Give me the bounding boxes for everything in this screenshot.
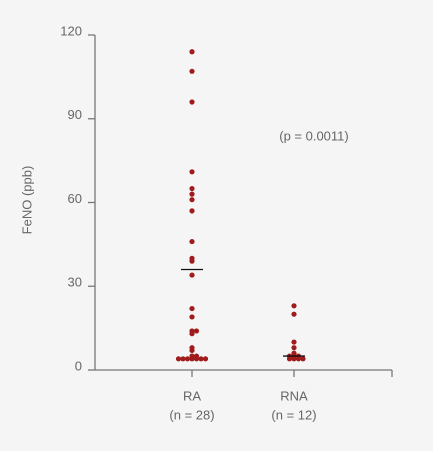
data-point [295,356,302,362]
data-point [286,356,293,362]
y-tick-label: 30 [68,275,82,290]
data-point [189,169,195,175]
data-point [291,303,297,309]
data-point [189,185,195,192]
data-point [189,356,195,362]
data-point [291,339,297,345]
data-point [189,197,195,203]
data-point [202,356,209,362]
data-point [193,328,200,334]
data-point [198,356,204,362]
y-axis-label: FeNO (ppb) [19,166,34,235]
x-tick-label: RNA [280,388,308,403]
data-point [189,238,195,245]
annotation: (p = 0.0011) [279,128,349,143]
y-tick-label: 90 [68,107,82,122]
data-point [291,345,297,351]
data-point [291,311,297,317]
data-point [189,191,195,197]
data-point [175,356,182,362]
y-tick-label: 0 [75,358,82,373]
data-point [189,68,195,74]
data-point [184,356,191,362]
y-tick-label: 120 [60,23,82,38]
x-tick-note: (n = 12) [271,407,316,422]
data-point [193,356,200,362]
data-point [189,347,195,354]
x-tick-note: (n = 28) [169,407,214,422]
data-point [189,258,195,264]
data-point [189,331,195,337]
data-point [189,272,195,278]
data-point [189,208,195,214]
data-point [300,356,306,362]
data-point [189,305,195,312]
data-point [189,314,195,320]
data-point [189,49,195,55]
data-point [291,356,297,362]
data-point [189,99,195,105]
y-tick-label: 60 [68,191,82,206]
x-tick-label: RA [183,388,201,403]
data-point [180,356,186,362]
